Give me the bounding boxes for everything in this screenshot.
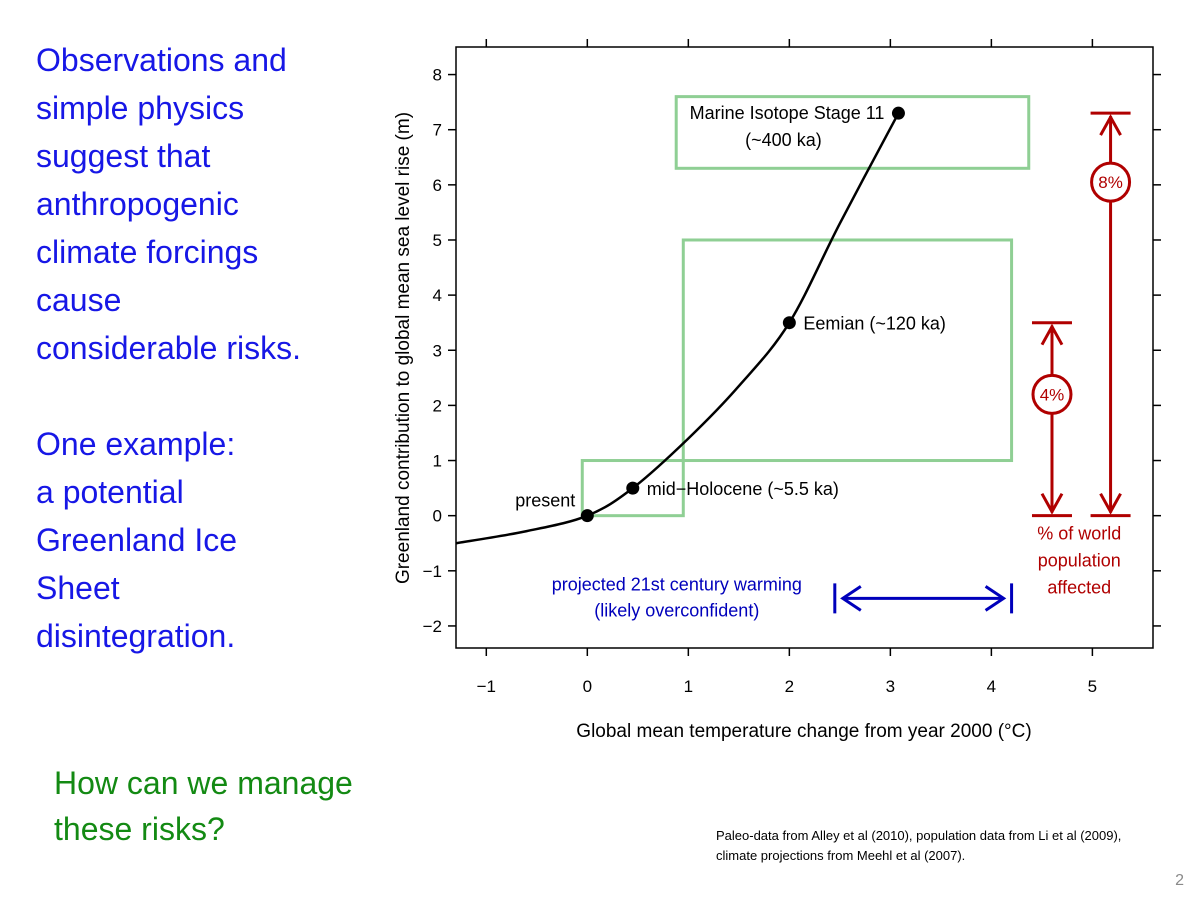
y-tick-label: 2 bbox=[433, 396, 442, 415]
population-4pct-arrowhead-down bbox=[1040, 492, 1064, 515]
label-present: present bbox=[515, 491, 575, 511]
body-line: simple physics bbox=[36, 90, 245, 126]
x-tick-label: 0 bbox=[583, 677, 592, 696]
plot-frame bbox=[455, 46, 1154, 649]
y-tick-label: −2 bbox=[423, 617, 442, 636]
x-tick-label: 4 bbox=[987, 677, 996, 696]
example-line: Greenland Ice bbox=[36, 522, 238, 558]
y-tick-label: −1 bbox=[423, 562, 442, 581]
example-line: disintegration. bbox=[36, 618, 236, 654]
body-line: suggest that bbox=[36, 138, 211, 174]
projection-arrowhead-left bbox=[840, 585, 862, 612]
population-8pct-arrowhead-up bbox=[1099, 114, 1122, 136]
point-mid-holocene bbox=[626, 481, 640, 495]
x-tick-label: −1 bbox=[477, 677, 496, 696]
x-tick-label: 5 bbox=[1088, 677, 1097, 696]
population-arrows: 4% 8% % of world population affected bbox=[1031, 111, 1132, 598]
question-line: these risks? bbox=[54, 811, 225, 847]
point-present bbox=[580, 509, 594, 523]
box-mis11 bbox=[674, 95, 1031, 170]
label-eemian: Eemian (~120 ka) bbox=[803, 314, 946, 334]
example-line: One example: bbox=[36, 426, 236, 462]
body-line: Observations and bbox=[36, 42, 287, 78]
y-tick-label: 8 bbox=[433, 66, 442, 85]
y-tick-label: 0 bbox=[433, 507, 442, 526]
axis-ticks: −1 0 1 2 3 4 5 −2 −1 0 1 2 3 4 5 6 7 8 bbox=[423, 39, 1161, 696]
x-axis-label: Global mean temperature change from year… bbox=[576, 721, 1031, 742]
population-8pct-badge bbox=[1090, 161, 1132, 203]
sea-level-curve bbox=[456, 112, 900, 545]
data-points: present mid−Holocene (~5.5 ka) Eemian (~12… bbox=[515, 103, 946, 523]
projection-arrow: projected 21st century warming (likely ov… bbox=[552, 574, 1014, 620]
body-line: climate forcings bbox=[36, 234, 259, 270]
population-4pct-badge bbox=[1031, 373, 1073, 415]
population-4pct-label: 4% bbox=[1040, 385, 1065, 404]
x-tick-label: 2 bbox=[785, 677, 794, 696]
population-4pct-arrowhead-up bbox=[1040, 323, 1064, 346]
body-line: anthropogenic bbox=[36, 186, 239, 222]
label-marine-isotope-stage-11-line2: (~400 ka) bbox=[745, 130, 822, 150]
population-caption: population bbox=[1038, 551, 1121, 571]
point-marine-isotope-stage-11 bbox=[891, 106, 905, 120]
projection-label-line2: (likely overconfident) bbox=[594, 600, 759, 620]
y-tick-label: 1 bbox=[433, 452, 442, 471]
x-tick-label: 3 bbox=[886, 677, 895, 696]
y-tick-label: 6 bbox=[433, 176, 442, 195]
x-tick-label: 1 bbox=[684, 677, 693, 696]
question-text: How can we manage these risks? bbox=[54, 760, 353, 852]
y-tick-label: 5 bbox=[433, 231, 442, 250]
y-axis-label: Greenland contribution to global mean se… bbox=[393, 112, 414, 584]
projection-label: projected 21st century warming bbox=[552, 574, 802, 594]
population-8pct-arrowhead-down bbox=[1099, 492, 1122, 515]
y-tick-label: 7 bbox=[433, 121, 442, 140]
label-mid-holocene: mid−Holocene (~5.5 ka) bbox=[647, 479, 839, 499]
y-tick-label: 3 bbox=[433, 341, 442, 360]
slide-number: 2 bbox=[1175, 872, 1184, 889]
citation-text: Paleo-data from Alley et al (2010), popu… bbox=[716, 828, 1122, 863]
label-marine-isotope-stage-11: Marine Isotope Stage 11 bbox=[690, 103, 885, 123]
example-line: a potential bbox=[36, 474, 184, 510]
box-present-holocene bbox=[580, 459, 685, 518]
population-8pct-label: 8% bbox=[1098, 173, 1123, 192]
example-line: Sheet bbox=[36, 570, 120, 606]
body-line: cause bbox=[36, 282, 122, 318]
population-caption: % of world bbox=[1037, 524, 1121, 544]
box-eemian bbox=[681, 238, 1014, 463]
population-caption: affected bbox=[1047, 578, 1111, 598]
slide-body-text: Observations and simple physics suggest … bbox=[36, 36, 396, 660]
y-tick-label: 4 bbox=[433, 286, 442, 305]
uncertainty-boxes bbox=[580, 95, 1031, 518]
point-eemian bbox=[782, 316, 796, 330]
question-line: How can we manage bbox=[54, 765, 353, 801]
body-line: considerable risks. bbox=[36, 330, 301, 366]
projection-arrowhead-right bbox=[984, 585, 1007, 612]
